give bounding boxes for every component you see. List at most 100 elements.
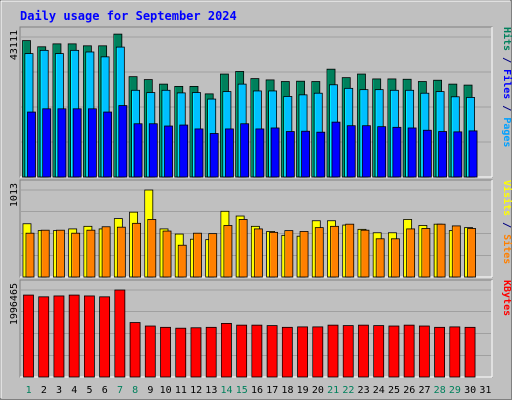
day-label: 4 [71, 385, 77, 396]
pages-bar [407, 127, 417, 178]
sites-bar [299, 231, 309, 278]
sites-bar [71, 232, 81, 278]
kbytes-bar [449, 326, 461, 378]
sites-bar [238, 219, 248, 278]
day-label: 15 [236, 385, 248, 396]
kbytes-bar [53, 295, 65, 378]
legend-label: Visits / Sites [501, 180, 512, 264]
sites-bar [269, 231, 279, 278]
sites-bar [451, 225, 461, 278]
pages-bar [88, 108, 97, 178]
kbytes-bar [403, 324, 415, 378]
ymax-label: 1013 [9, 183, 20, 207]
pages-bar [179, 124, 189, 178]
sites-bar [330, 225, 339, 278]
kbytes-bar [144, 325, 156, 378]
kbytes-bar [266, 325, 278, 378]
kbytes-bar [434, 326, 445, 378]
day-label: 28 [434, 385, 446, 396]
sites-bar [162, 230, 172, 278]
day-label: 27 [418, 385, 430, 396]
day-label: 20 [312, 385, 324, 396]
pages-bar [133, 123, 143, 178]
day-label: 26 [403, 385, 415, 396]
kbytes-bar [281, 326, 293, 378]
kbytes-bar [418, 325, 430, 378]
sites-bar [360, 229, 370, 278]
sites-bar [147, 219, 157, 278]
day-label: 25 [388, 385, 400, 396]
kbytes-bar [129, 322, 141, 378]
sites-bar [40, 229, 50, 278]
sites-bar [177, 244, 187, 278]
kbytes-bar [221, 323, 232, 378]
pages-bar [316, 131, 326, 178]
ymax-label: 43111 [9, 30, 20, 60]
sites-bar [223, 225, 233, 278]
day-label: 19 [297, 385, 309, 396]
kbytes-bar [84, 295, 95, 378]
legend-entry: / [501, 51, 512, 69]
sites-bar [25, 232, 35, 278]
sites-bar [391, 238, 400, 278]
sites-bar [314, 227, 324, 278]
legend-entry: / [501, 216, 512, 234]
pages-bar [225, 128, 234, 178]
kbytes-bar [68, 294, 80, 378]
day-label: 6 [102, 385, 108, 396]
sites-bar [421, 228, 431, 278]
kbytes-bar [327, 324, 339, 378]
pages-bar [285, 131, 295, 178]
day-label: 8 [132, 385, 138, 396]
day-label: 13 [205, 385, 217, 396]
sites-bar [375, 238, 385, 278]
pages-bar [57, 108, 67, 178]
day-label: 31 [479, 385, 491, 396]
kbytes-bar [388, 325, 400, 378]
kbytes-bar [236, 324, 248, 378]
day-label: 1 [26, 385, 32, 396]
sites-bar [193, 232, 202, 278]
pages-bar [164, 125, 173, 178]
legend-entry: Visits [501, 180, 512, 216]
legend-entry: KBytes [501, 280, 512, 316]
day-label: 10 [160, 385, 172, 396]
sites-bar [101, 226, 111, 278]
kbytes-bar [175, 327, 187, 378]
sites-bar [406, 228, 416, 278]
day-label: 30 [464, 385, 476, 396]
pages-bar [118, 105, 128, 178]
pages-bar [194, 128, 204, 178]
sites-bar [345, 223, 355, 278]
day-label: 23 [358, 385, 370, 396]
pages-bar [42, 108, 52, 178]
pages-bar [331, 121, 341, 178]
ymax-label: 1996465 [9, 283, 20, 325]
day-label: 12 [190, 385, 202, 396]
kbytes-bar [23, 294, 34, 378]
day-label: 11 [175, 385, 187, 396]
day-label: 18 [281, 385, 293, 396]
pages-bar [209, 133, 219, 178]
kbytes-bar [114, 289, 126, 378]
kbytes-bar [312, 326, 324, 378]
day-label: 7 [117, 385, 123, 396]
kbytes-bar [342, 325, 354, 378]
pages-bar [377, 126, 387, 178]
panels: 43111 Hits / Files / Pages 1013 Visits / Si… [9, 26, 512, 378]
kbytes-bar [160, 326, 171, 378]
day-label: 22 [342, 385, 354, 396]
legend-entry: Sites [501, 234, 512, 264]
kbytes-bar [205, 326, 217, 378]
sites-bar [116, 226, 126, 278]
pages-bar [422, 129, 432, 178]
day-label: 16 [251, 385, 263, 396]
sites-bar [253, 228, 263, 278]
pages-bar [346, 125, 356, 178]
sites-bar [86, 229, 96, 278]
pages-bar [240, 123, 250, 178]
pages-bar [72, 108, 82, 178]
legend-entry: / [501, 99, 512, 117]
day-label: 17 [266, 385, 278, 396]
